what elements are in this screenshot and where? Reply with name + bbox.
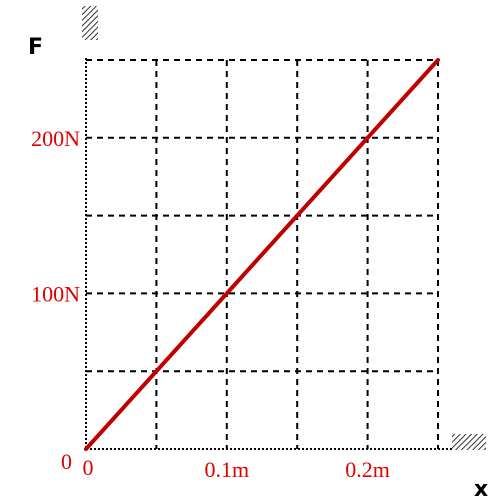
data-series — [84, 58, 440, 451]
x-axis-hatch-icon — [452, 434, 486, 450]
x-tick-label: 0.2m — [345, 457, 390, 482]
y-axis-hatch-icon — [82, 6, 98, 40]
x-tick-label: 0.1m — [204, 457, 249, 482]
grid-lines — [86, 59, 439, 449]
y-axis-label: F — [28, 35, 43, 60]
x-axis-label: x — [474, 477, 488, 499]
y-tick-label: 0 — [61, 449, 72, 474]
y-tick-label: 100N — [31, 281, 80, 306]
series-line — [84, 58, 440, 451]
x-tick-label: 0 — [83, 455, 94, 480]
axes — [85, 58, 452, 450]
tick-labels: 0 100N 200N 0 0.1m 0.2m — [31, 126, 390, 482]
y-tick-label: 200N — [31, 126, 80, 151]
